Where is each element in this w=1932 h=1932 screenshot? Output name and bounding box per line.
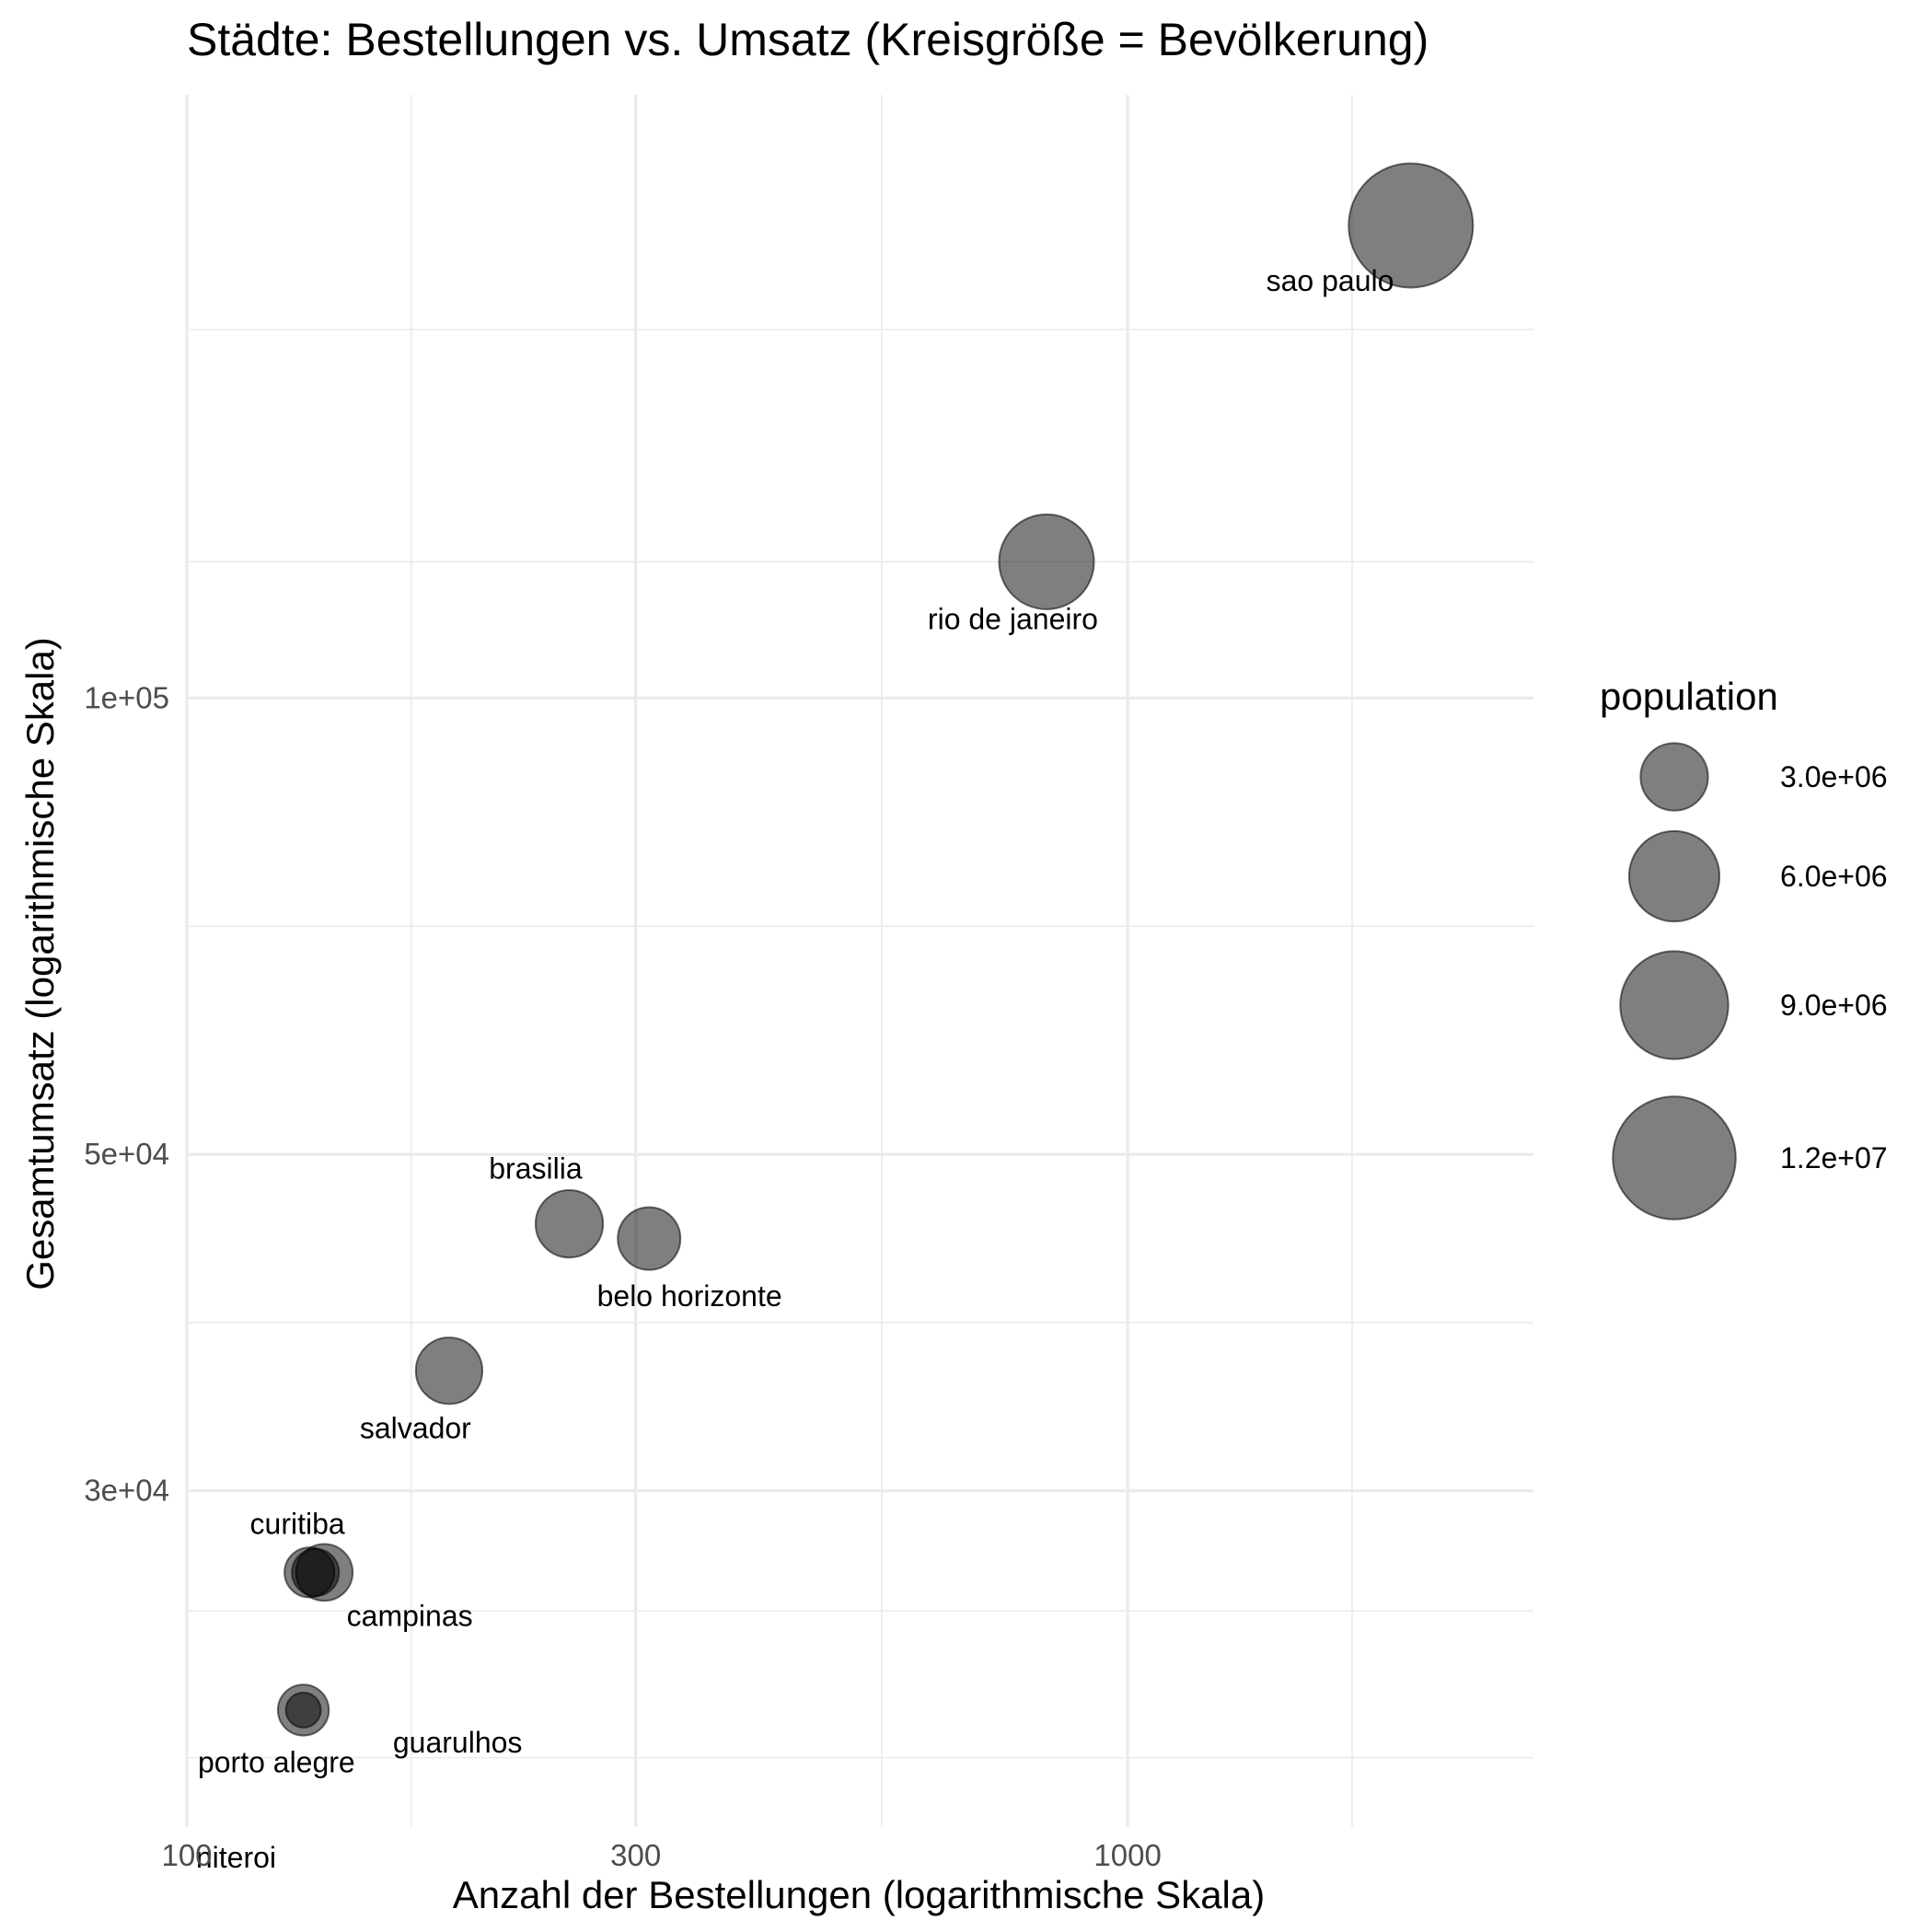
point-label-curitiba: curitiba — [250, 1508, 345, 1541]
legend-label: 6.0e+06 — [1780, 860, 1888, 893]
legend-label: 9.0e+06 — [1780, 989, 1888, 1022]
point-rio-de-janeiro — [998, 513, 1095, 610]
y-tick-label: 3e+04 — [84, 1474, 169, 1508]
y-axis-tick-labels: 3e+04 5e+04 1e+05 — [84, 680, 169, 1507]
x-tick-label: 100 — [161, 1838, 212, 1872]
y-tick-label: 5e+04 — [84, 1137, 169, 1171]
chart-title: Städte: Bestellungen vs. Umsatz (Kreisgr… — [187, 14, 1429, 65]
point-label-guarulhos: guarulhos — [393, 1726, 523, 1759]
x-tick-label: 300 — [610, 1838, 661, 1872]
point-label-porto-alegre: porto alegre — [198, 1745, 355, 1778]
point-label-campinas: campinas — [347, 1599, 473, 1632]
x-axis-tick-labels: 100 300 1000 — [161, 1838, 1161, 1872]
point-salvador — [414, 1336, 484, 1406]
legend-label: 3.0e+06 — [1780, 760, 1888, 793]
size-legend: population 3.0e+06 6.0e+06 9.0e+06 1.2e+07 — [1600, 675, 1888, 1221]
point-label-salvador: salvador — [360, 1411, 471, 1444]
point-labels: sao paulo rio de janeiro brasilia belo hori… — [196, 264, 1394, 1874]
legend-bubble — [1612, 1095, 1737, 1221]
point-sao-paulo — [1348, 162, 1475, 289]
point-label-rio-de-janeiro: rio de janeiro — [928, 602, 1098, 635]
point-campinas — [291, 1547, 341, 1597]
legend-title: population — [1600, 675, 1778, 718]
legend-bubble — [1619, 950, 1730, 1060]
legend-label: 1.2e+07 — [1780, 1141, 1888, 1174]
point-belo-horizonte — [617, 1206, 682, 1271]
point-label-sao-paulo: sao paulo — [1267, 264, 1394, 297]
point-label-brasilia: brasilia — [489, 1151, 583, 1185]
y-tick-label: 1e+05 — [84, 680, 169, 714]
point-label-niteroi: niteroi — [196, 1841, 276, 1874]
point-brasilia — [534, 1188, 605, 1259]
point-label-belo-horizonte: belo horizonte — [597, 1279, 782, 1313]
legend-items: 3.0e+06 6.0e+06 9.0e+06 1.2e+07 — [1612, 742, 1888, 1221]
point-niteroi — [284, 1691, 322, 1729]
data-points — [276, 162, 1475, 1737]
y-axis-title: Gesamtumsatz (logarithmische Skala) — [18, 637, 62, 1290]
legend-bubble — [1627, 829, 1721, 923]
x-tick-label: 1000 — [1093, 1838, 1161, 1872]
x-axis-title: Anzahl der Bestellungen (logarithmische … — [453, 1873, 1265, 1916]
legend-bubble — [1639, 742, 1709, 812]
grid-lines — [185, 95, 1533, 1827]
